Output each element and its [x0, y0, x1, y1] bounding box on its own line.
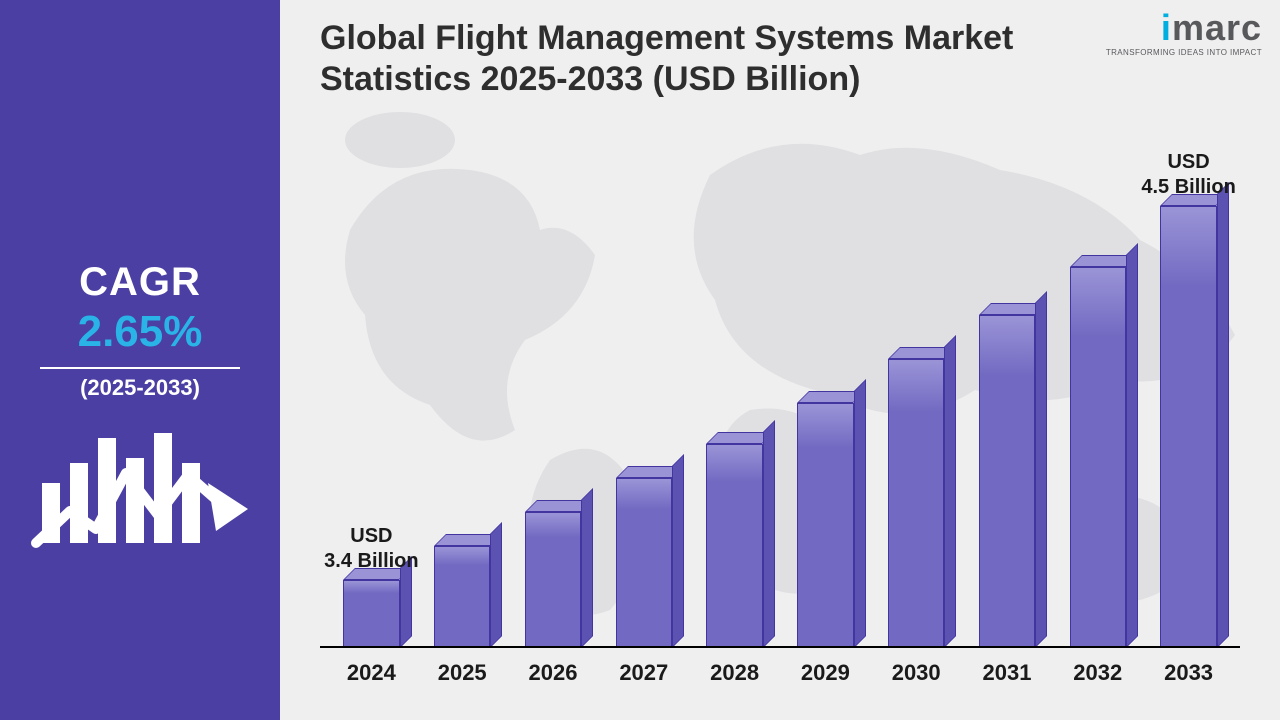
bar-column — [780, 403, 871, 648]
bar — [343, 580, 399, 648]
bar — [1160, 206, 1216, 648]
bar-side-face — [490, 522, 502, 648]
bar-column — [871, 359, 962, 648]
chart-title: Global Flight Management Systems Market … — [320, 18, 1080, 100]
bar — [434, 546, 490, 648]
bar-front-face — [1160, 206, 1216, 648]
bar — [706, 444, 762, 648]
cagr-divider — [40, 367, 240, 369]
bars-container — [320, 172, 1240, 648]
bar-front-face — [888, 359, 944, 648]
sidebar: CAGR 2.65% (2025-2033) — [0, 0, 280, 720]
annotation-line2: 3.4 Billion — [324, 549, 418, 574]
bar-front-face — [343, 580, 399, 648]
brand-tagline: TRANSFORMING IDEAS INTO IMPACT — [1106, 48, 1262, 57]
bar-front-face — [525, 512, 581, 648]
x-axis-labels: 2024202520262027202820292030203120322033 — [320, 652, 1240, 692]
bar-column — [508, 512, 599, 648]
bar-column — [326, 580, 417, 648]
bar — [797, 403, 853, 648]
bar-value-annotation: USD4.5 Billion — [1141, 150, 1235, 200]
x-tick-label: 2031 — [962, 652, 1053, 692]
plot-area: USD3.4 BillionUSD 4.5 Billion — [320, 172, 1240, 648]
brand-logo: imarc TRANSFORMING IDEAS INTO IMPACT — [1106, 10, 1262, 57]
brand-accent-letter: i — [1161, 7, 1172, 48]
bar-side-face — [944, 335, 956, 648]
bar-column — [689, 444, 780, 648]
annotation-line2: 4.5 Billion — [1141, 175, 1235, 200]
bar-side-face — [763, 420, 775, 648]
annotation-line1: USD — [324, 524, 418, 549]
bar-front-face — [797, 403, 853, 648]
cagr-range: (2025-2033) — [24, 375, 256, 401]
brand-rest: marc — [1172, 7, 1262, 48]
annotation-line1: USD — [1141, 150, 1235, 175]
x-tick-label: 2030 — [871, 652, 962, 692]
cagr-block: CAGR 2.65% (2025-2033) — [24, 260, 256, 401]
bar-front-face — [434, 546, 490, 648]
bar-front-face — [616, 478, 672, 648]
main: Global Flight Management Systems Market … — [280, 0, 1280, 720]
x-tick-label: 2028 — [689, 652, 780, 692]
cagr-value: 2.65% — [24, 307, 256, 357]
bar-front-face — [706, 444, 762, 648]
x-tick-label: 2025 — [417, 652, 508, 692]
x-axis-baseline — [320, 646, 1240, 648]
growth-chart-icon — [30, 403, 250, 553]
bar-side-face — [1035, 291, 1047, 648]
bar-front-face — [1070, 267, 1126, 648]
x-tick-label: 2024 — [326, 652, 417, 692]
bar-side-face — [1126, 243, 1138, 648]
bar-side-face — [672, 454, 684, 648]
bar-column — [417, 546, 508, 648]
bar-side-face — [581, 488, 593, 648]
x-tick-label: 2033 — [1143, 652, 1234, 692]
bar-value-annotation: USD3.4 Billion — [324, 524, 418, 574]
bar-chart: USD3.4 BillionUSD4.5 Billion 20242025202… — [320, 132, 1240, 692]
x-tick-label: 2032 — [1052, 652, 1143, 692]
bar-column — [962, 315, 1053, 648]
bar — [1070, 267, 1126, 648]
bar-side-face — [1217, 182, 1229, 648]
x-tick-label: 2027 — [598, 652, 689, 692]
bar-column — [1052, 267, 1143, 648]
brand-wordmark: imarc — [1106, 10, 1262, 46]
x-tick-label: 2026 — [508, 652, 599, 692]
bar — [525, 512, 581, 648]
bar-column — [1143, 206, 1234, 648]
bar — [616, 478, 672, 648]
bar-side-face — [854, 379, 866, 648]
bar — [979, 315, 1035, 648]
x-tick-label: 2029 — [780, 652, 871, 692]
bar-front-face — [979, 315, 1035, 648]
cagr-title: CAGR — [24, 260, 256, 305]
page: CAGR 2.65% (2025-2033) — [0, 0, 1280, 720]
bar-column — [598, 478, 689, 648]
bar — [888, 359, 944, 648]
